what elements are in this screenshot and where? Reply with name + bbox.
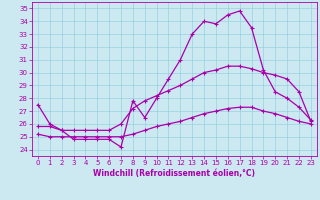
X-axis label: Windchill (Refroidissement éolien,°C): Windchill (Refroidissement éolien,°C) [93, 169, 255, 178]
